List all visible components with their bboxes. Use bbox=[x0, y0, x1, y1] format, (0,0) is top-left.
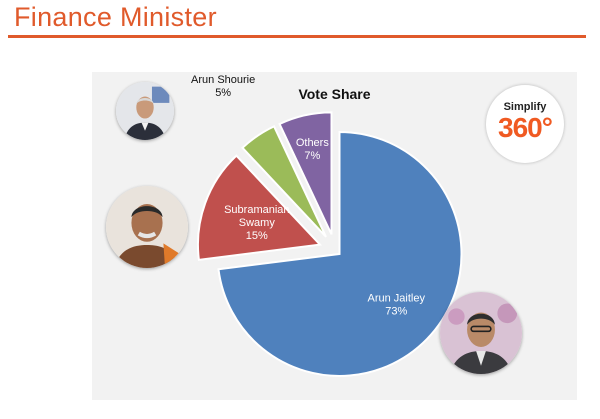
simplify-360-logo: Simplify 360° bbox=[486, 85, 564, 163]
title-divider bbox=[8, 35, 586, 38]
photo-arun-jaitley bbox=[440, 292, 522, 374]
logo-text-main: 360° bbox=[498, 112, 553, 143]
chart-title: Vote Share bbox=[298, 86, 371, 102]
pie-label-others: Others 7% bbox=[296, 137, 330, 162]
logo-text-top: Simplify bbox=[503, 101, 547, 113]
photo-subramanian-swamy bbox=[106, 186, 188, 268]
photo-arun-shourie bbox=[116, 82, 174, 140]
pie-label-subramanian-swamy: Subramanian Swamy 15% bbox=[224, 204, 289, 242]
pie-slice-subramanian-swamy bbox=[196, 154, 323, 261]
pie-slice-others bbox=[278, 111, 333, 235]
person-portrait-icon bbox=[440, 292, 522, 374]
person-portrait-icon bbox=[106, 186, 188, 268]
pie-label-arun-shourie: Arun Shourie 5% bbox=[191, 74, 255, 99]
page-title: Finance Minister bbox=[14, 2, 217, 32]
pie-slice-arun-jaitley bbox=[217, 130, 463, 377]
vote-share-pie-chart: Arun Jaitley 73% Subramanian Swamy 15% Arun S… bbox=[191, 74, 463, 377]
pie-label-arun-jaitley: Arun Jaitley 73% bbox=[367, 292, 425, 317]
pie-slice-arun-shourie bbox=[241, 125, 327, 238]
person-portrait-icon bbox=[116, 82, 174, 140]
